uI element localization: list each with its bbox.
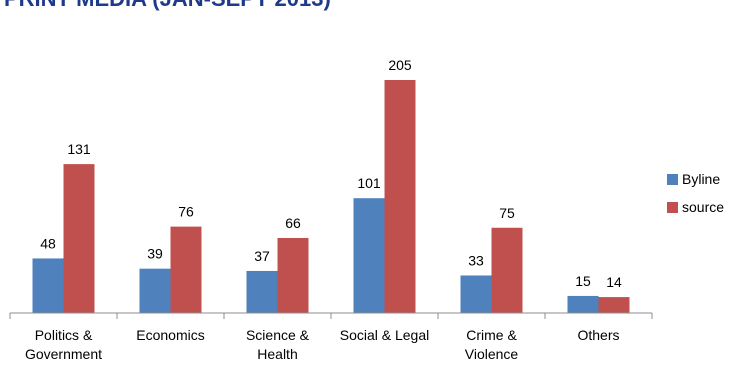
data-label: 33 <box>468 252 484 268</box>
data-label: 101 <box>357 175 381 191</box>
x-tick-label: Others <box>577 327 619 343</box>
legend: Byline source <box>667 171 724 215</box>
bar-source <box>598 297 630 313</box>
bar-source <box>491 227 523 313</box>
legend-label-source: source <box>682 199 724 215</box>
data-label: 76 <box>178 204 194 220</box>
bar-source <box>277 237 309 313</box>
legend-swatch-byline <box>667 174 678 185</box>
data-label: 14 <box>606 274 622 290</box>
tick-labels-group: Politics & Government Economics Science & He… <box>25 327 620 362</box>
data-label: 205 <box>388 57 412 73</box>
chart-title: PRINT MEDIA (JAN-SEPT 2013) <box>4 0 331 11</box>
legend-swatch-source <box>667 202 678 213</box>
x-tick-label: Crime & Violence <box>465 327 519 362</box>
bar-byline <box>139 268 171 313</box>
bar-byline <box>567 295 599 313</box>
bar-byline <box>460 275 492 313</box>
data-label: 75 <box>499 205 515 221</box>
data-label: 15 <box>575 273 591 289</box>
axis-ticks-group <box>9 313 653 319</box>
bar-byline <box>246 270 278 313</box>
data-label: 48 <box>40 235 56 251</box>
bars-group <box>32 80 630 313</box>
bar-source <box>170 226 202 313</box>
data-labels-group: 48 131 39 76 37 66 101 205 33 75 15 14 <box>40 57 622 290</box>
data-label: 39 <box>147 246 163 262</box>
data-label: 66 <box>285 215 301 231</box>
x-tick-label: Science & Health <box>246 327 310 362</box>
bar-byline <box>353 198 385 313</box>
x-tick-label: Politics & Government <box>25 327 102 362</box>
legend-label-byline: Byline <box>682 171 720 187</box>
data-label: 37 <box>254 248 270 264</box>
x-tick-label: Economics <box>136 327 204 343</box>
bar-byline <box>32 258 64 313</box>
x-tick-label: Social & Legal <box>340 327 430 343</box>
bar-source <box>384 80 416 313</box>
data-label: 131 <box>67 141 91 157</box>
bar-source <box>63 164 95 313</box>
